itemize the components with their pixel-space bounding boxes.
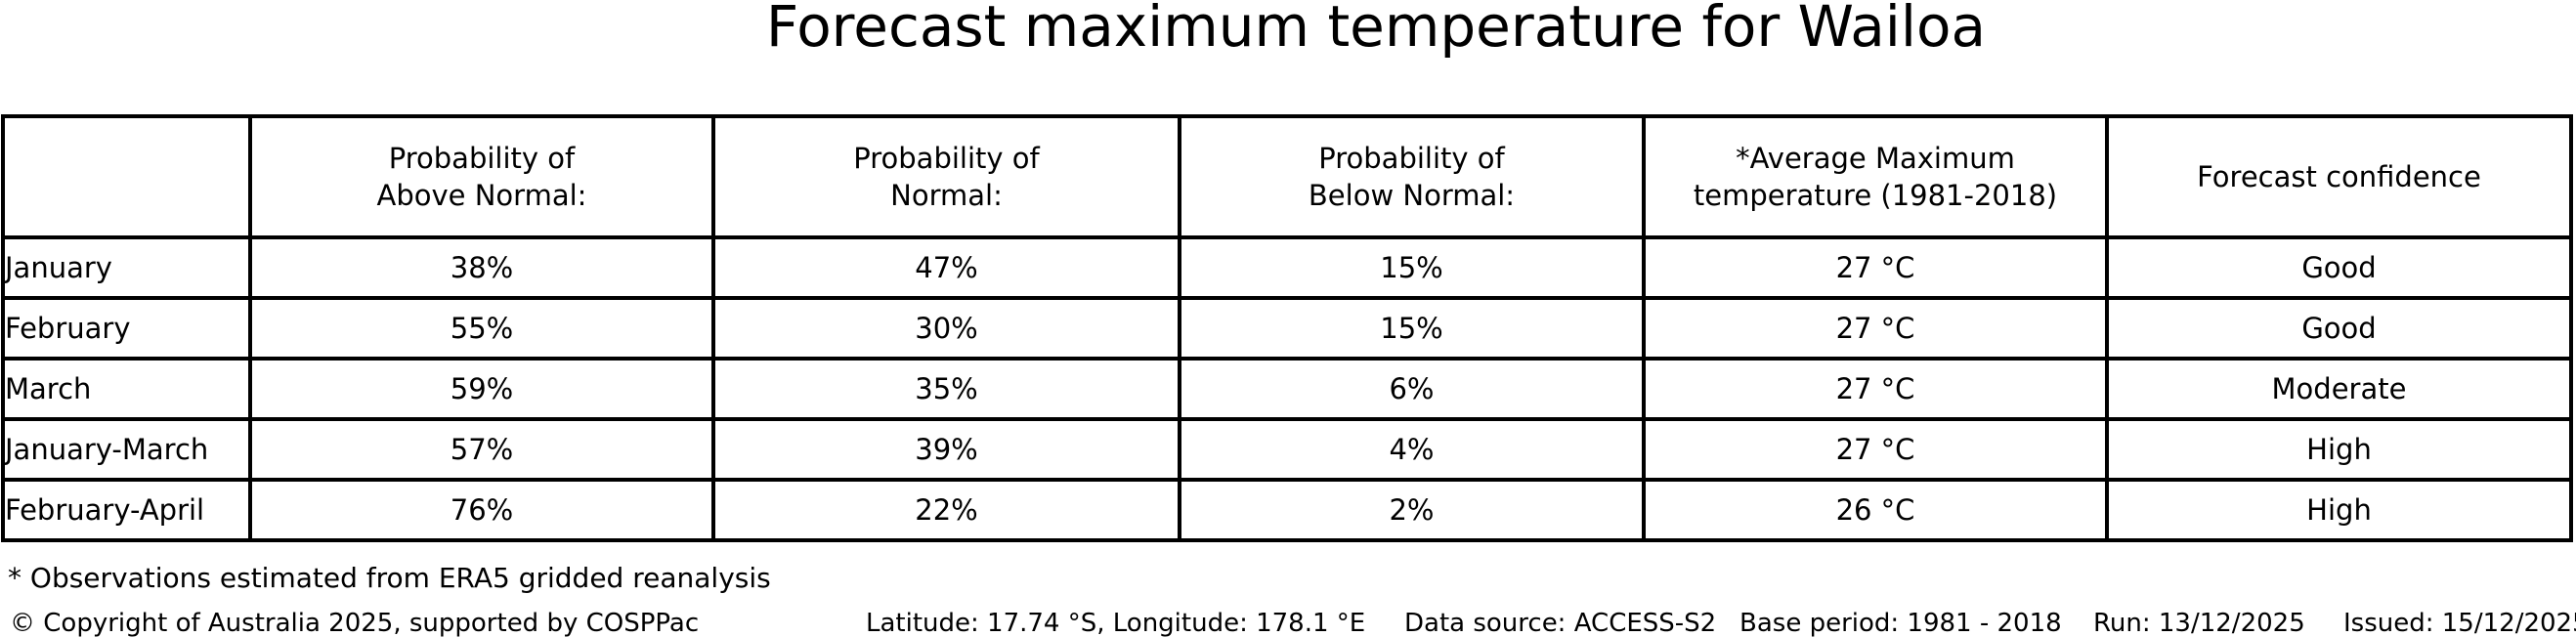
cell-normal: 35% — [711, 357, 1181, 421]
cell-confidence: High — [2105, 478, 2573, 542]
column-header-below-normal: Probability of Below Normal: — [1178, 114, 1646, 239]
cell-average-maximum: 27 °C — [1642, 296, 2109, 361]
cell-confidence: Good — [2105, 235, 2573, 300]
column-header-forecast-confidence: Forecast confidence — [2105, 114, 2573, 239]
cell-below-normal: 4% — [1178, 417, 1646, 482]
copyright-text: © Copyright of Australia 2025, supported… — [10, 609, 700, 637]
table-row-january: January 38% 47% 15% 27 °C Good — [1, 235, 2573, 300]
table-row-january-march: January-March 57% 39% 4% 27 °C High — [1, 417, 2573, 482]
table-row-february-april: February-April 76% 22% 2% 26 °C High — [1, 478, 2573, 542]
cell-confidence: Good — [2105, 296, 2573, 361]
page-title: Forecast maximum temperature for Wailoa — [765, 0, 1987, 60]
cell-below-normal: 6% — [1178, 357, 1646, 421]
run-date-text: Run: 13/12/2025 — [2093, 609, 2305, 637]
cell-normal: 30% — [711, 296, 1181, 361]
forecast-table: Probability of Above Normal: Probability… — [1, 114, 2573, 542]
issued-date-text: Issued: 15/12/2025 — [2343, 609, 2576, 637]
row-label: February-April — [1, 478, 252, 542]
cell-confidence: Moderate — [2105, 357, 2573, 421]
cell-normal: 39% — [711, 417, 1181, 482]
cell-average-maximum: 27 °C — [1642, 417, 2109, 482]
cell-confidence: High — [2105, 417, 2573, 482]
location-text: Latitude: 17.74 °S, Longitude: 178.1 °E — [866, 609, 1366, 637]
footnote: * Observations estimated from ERA5 gridd… — [8, 562, 771, 594]
column-header-average-maximum: *Average Maximum temperature (1981-2018) — [1642, 114, 2109, 239]
footer-bar: © Copyright of Australia 2025, supported… — [0, 609, 2576, 637]
table-row-march: March 59% 35% 6% 27 °C Moderate — [1, 357, 2573, 421]
cell-below-normal: 15% — [1178, 235, 1646, 300]
cell-above-normal: 76% — [248, 478, 715, 542]
row-label: January — [1, 235, 252, 300]
row-label: March — [1, 357, 252, 421]
cell-above-normal: 55% — [248, 296, 715, 361]
column-header-above-normal: Probability of Above Normal: — [248, 114, 715, 239]
cell-above-normal: 57% — [248, 417, 715, 482]
blank-corner-cell — [1, 114, 252, 239]
cell-above-normal: 38% — [248, 235, 715, 300]
row-label: February — [1, 296, 252, 361]
column-header-normal: Probability of Normal: — [711, 114, 1181, 239]
cell-below-normal: 2% — [1178, 478, 1646, 542]
row-label: January-March — [1, 417, 252, 482]
header-row: Probability of Above Normal: Probability… — [1, 114, 2573, 239]
cell-average-maximum: 27 °C — [1642, 235, 2109, 300]
cell-normal: 22% — [711, 478, 1181, 542]
table-row-february: February 55% 30% 15% 27 °C Good — [1, 296, 2573, 361]
cell-below-normal: 15% — [1178, 296, 1646, 361]
base-period-text: Base period: 1981 - 2018 — [1739, 609, 2062, 637]
cell-above-normal: 59% — [248, 357, 715, 421]
cell-average-maximum: 27 °C — [1642, 357, 2109, 421]
data-source-text: Data source: ACCESS-S2 — [1404, 609, 1717, 637]
cell-average-maximum: 26 °C — [1642, 478, 2109, 542]
cell-normal: 47% — [711, 235, 1181, 300]
